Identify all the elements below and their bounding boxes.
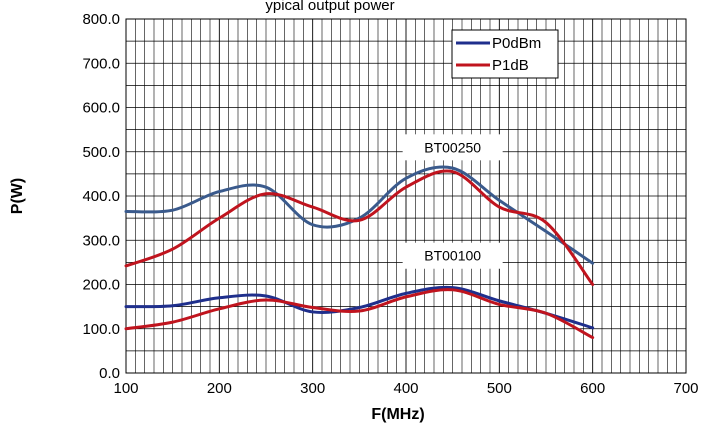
plot-area	[125, 18, 687, 374]
chart-title: ypical output power	[265, 0, 394, 14]
series-line-bt00250-p1db	[124, 169, 595, 286]
x-tick-label: 600	[580, 380, 605, 397]
annotation-label: BT00250	[424, 139, 481, 155]
x-tick-label: 200	[207, 380, 232, 397]
x-tick-label: 700	[673, 380, 698, 397]
y-tick-labels: 0.0 100.0 200.0 300.0 400.0 500.0 600.0 700.0 80…	[82, 11, 120, 382]
legend-label: P1dB	[492, 57, 529, 74]
x-tick-label: 500	[487, 380, 512, 397]
y-tick-label: 300.0	[82, 232, 120, 249]
x-tick-label: 100	[113, 380, 138, 397]
annotations: BT00250 BT00100	[402, 134, 503, 269]
legend: P0dBm P1dB	[451, 29, 559, 79]
x-tick-label: 300	[300, 380, 325, 397]
y-tick-label: 200.0	[82, 277, 120, 294]
grid	[126, 19, 686, 373]
annotation-label: BT00100	[424, 248, 481, 264]
x-tick-labels: 100 200 300 400 500 600 700	[113, 380, 698, 397]
y-axis-title: P(W)	[9, 178, 26, 214]
y-tick-label: 0.0	[99, 365, 120, 382]
annotation-box	[402, 134, 503, 161]
legend-box	[451, 29, 559, 79]
series-line-bt00100-p1db	[124, 288, 595, 340]
x-axis-title: F(MHz)	[371, 406, 424, 423]
y-tick-label: 800.0	[82, 11, 120, 28]
series-line-bt00100-p0dbm	[124, 285, 595, 330]
y-tick-label: 700.0	[82, 55, 120, 72]
series-lines	[124, 165, 595, 340]
legend-label: P0dBm	[492, 35, 541, 52]
y-tick-label: 500.0	[82, 144, 120, 161]
series-line-bt00250-p0dbm	[124, 165, 595, 265]
x-tick-label: 400	[393, 380, 418, 397]
y-tick-label: 400.0	[82, 188, 120, 205]
annotation-box	[402, 242, 503, 269]
y-tick-label: 600.0	[82, 100, 120, 117]
y-tick-label: 100.0	[82, 321, 120, 338]
